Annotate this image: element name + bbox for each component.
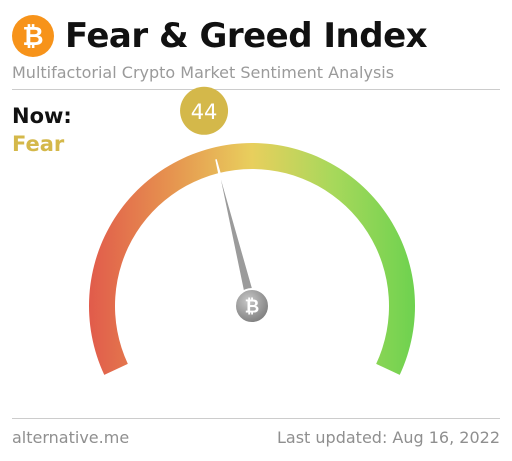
footer-divider [12,418,500,419]
bitcoin-icon: ₿ [245,297,260,318]
now-label: Now: [12,104,72,128]
now-classification: Fear [12,132,65,156]
index-value: 44 [191,100,218,124]
header-divider [12,89,500,90]
page-title: Fear & Greed Index [65,16,428,56]
fear-greed-gauge: ₿ 44 [89,86,415,375]
bitcoin-icon: ₿ [12,15,54,57]
index-value-badge: 44 [180,86,229,135]
header: ₿ Fear & Greed Index [12,14,428,58]
gauge-needle [215,159,259,309]
gauge-arc [89,143,415,375]
page-subtitle: Multifactorial Crypto Market Sentiment A… [12,63,395,82]
source-label: alternative.me [12,428,130,447]
last-updated: Last updated: Aug 16, 2022 [277,428,500,447]
needle-hub [234,288,270,324]
